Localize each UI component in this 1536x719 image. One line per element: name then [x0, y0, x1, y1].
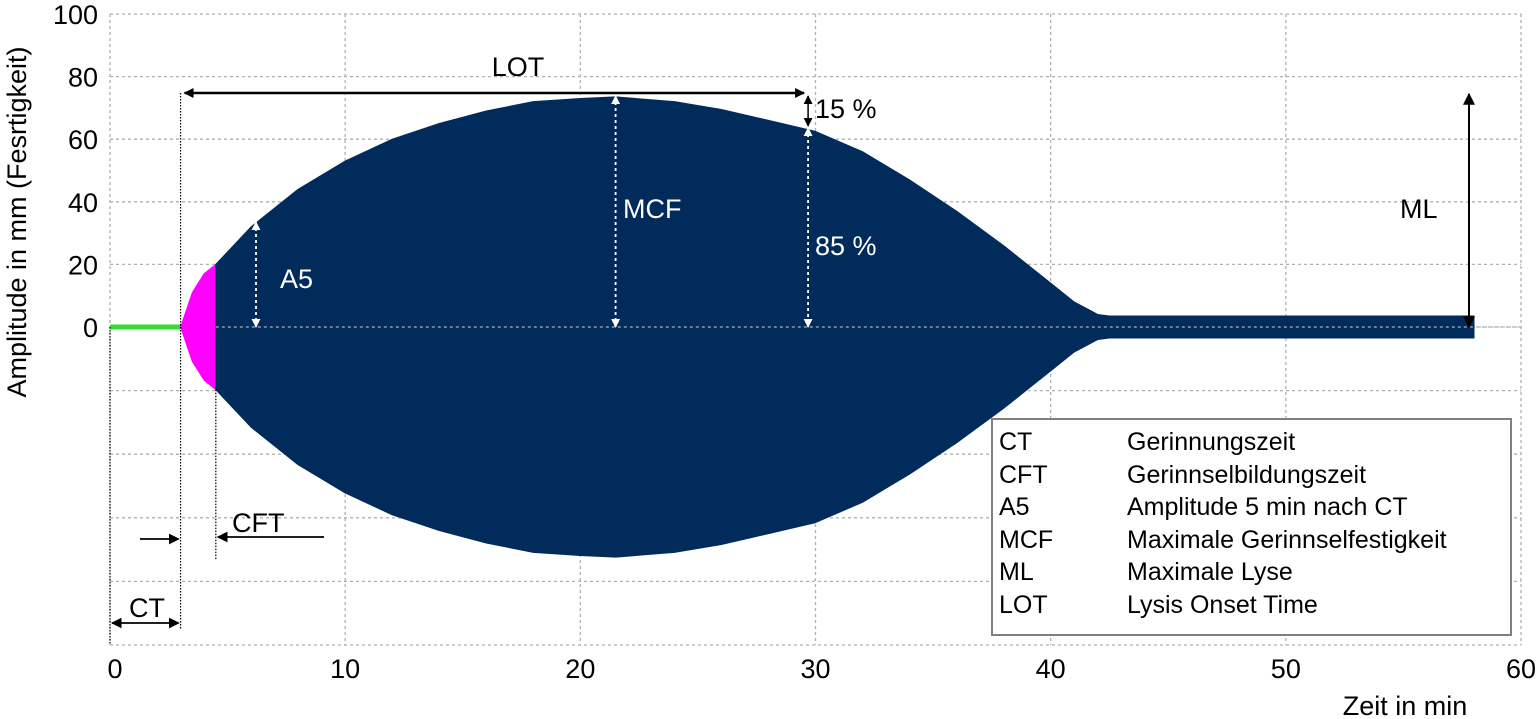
x-tick-label: 0: [107, 654, 122, 684]
y-tick-label: 60: [68, 125, 98, 155]
legend-desc: Maximale Gerinnselfestigkeit: [1127, 525, 1447, 554]
pct85-label: 85 %: [815, 231, 877, 261]
tick-labels: 0 10 20 30 40 50 60 0 20 40 60 80 100: [53, 0, 1536, 684]
plot-area: [110, 96, 1475, 558]
x-tick-label: 10: [330, 654, 360, 684]
ml-label: ML: [1400, 194, 1438, 224]
legend-abbr: A5: [999, 493, 1030, 521]
legend: CT Gerinnungszeit CFT Gerinnselbildungszeit…: [991, 418, 1512, 636]
legend-abbr: CT: [999, 428, 1033, 456]
y-tick-label: 20: [68, 250, 98, 280]
y-tick-label: 0: [83, 313, 98, 343]
legend-desc: Lysis Onset Time: [1127, 590, 1318, 619]
cft-area: [180, 263, 217, 391]
y-tick-label: 40: [68, 188, 98, 218]
lot-label: LOT: [492, 52, 545, 82]
legend-desc: Amplitude 5 min nach CT: [1127, 493, 1408, 521]
legend-abbr: ML: [999, 558, 1034, 586]
legend-desc: Gerinnselbildungszeit: [1127, 460, 1367, 489]
x-tick-label: 60: [1506, 654, 1536, 684]
legend-desc: Gerinnungszeit: [1127, 428, 1296, 456]
a5-label: A5: [280, 264, 313, 294]
clot-area: [215, 96, 1475, 558]
y-axis-label: Amplitude in mm (Fesrtigkeit): [2, 46, 32, 397]
y-tick-label: 80: [68, 63, 98, 93]
pct15-label: 15 %: [815, 94, 877, 124]
ct-label: CT: [129, 593, 165, 623]
legend-desc: Maximale Lyse: [1127, 558, 1293, 586]
x-tick-label: 40: [1036, 654, 1066, 684]
legend-abbr: LOT: [999, 590, 1048, 619]
x-tick-label: 30: [800, 654, 830, 684]
legend-abbr: MCF: [999, 525, 1054, 554]
mcf-label: MCF: [623, 194, 681, 224]
x-tick-label: 50: [1271, 654, 1301, 684]
cft-label: CFT: [232, 508, 284, 538]
annotations: LOT 15 % MCF 85 % A5 ML CFT CT: [109, 52, 1521, 645]
x-axis-label: Zeit in min: [1343, 691, 1468, 719]
x-tick-label: 20: [565, 654, 595, 684]
legend-abbr: CFT: [999, 460, 1048, 489]
y-tick-label: 100: [53, 0, 98, 30]
